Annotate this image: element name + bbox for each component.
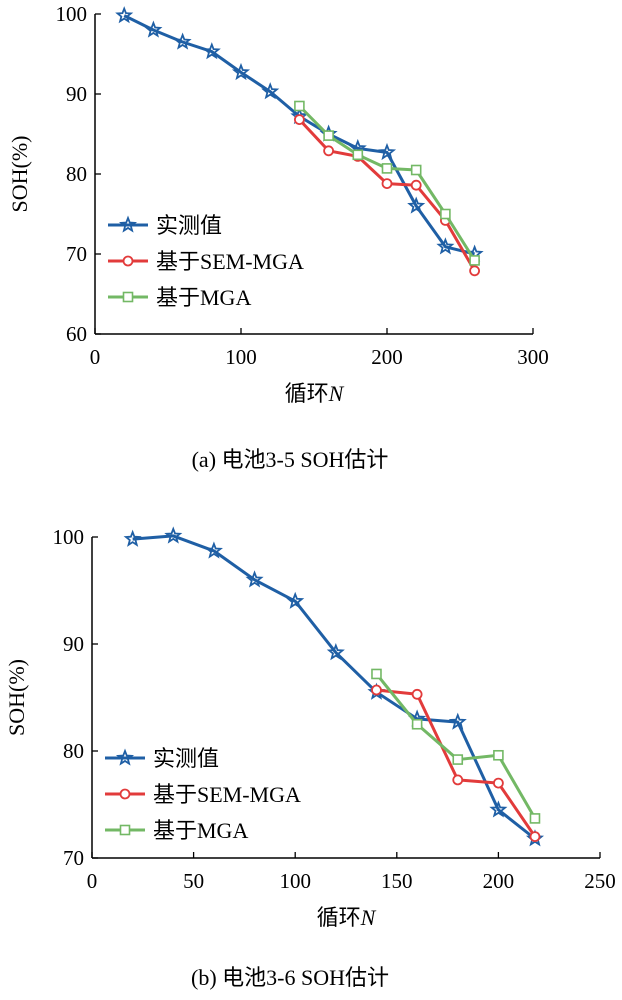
panel-b-y-tick-label: 80: [63, 739, 84, 763]
panel-b-data-point: [371, 668, 382, 680]
panel-b-series-line: [132, 534, 536, 840]
panel-a-data-point: [115, 6, 134, 24]
panel-a-y-tick-label: 80: [66, 162, 87, 186]
panel-b-x-tick-label: 250: [584, 869, 616, 893]
panel-a-data-point: [323, 145, 335, 157]
panel-b-data-point: [529, 813, 541, 824]
panel-a-y-tick-label: 90: [66, 82, 87, 106]
panel-a-data-point: [407, 196, 426, 214]
panel-a-y-tick-label: 60: [66, 322, 87, 346]
panel-a-data-point: [469, 265, 481, 277]
panel-b-legend-label: 实测值: [153, 746, 219, 771]
panel-a-x-tick-label: 0: [90, 345, 101, 369]
panel-a-legend-label: 基于SEM-MGA: [156, 249, 304, 274]
panel-b-y-axis-label: SOH(%): [4, 659, 29, 736]
panel-a-x-tick-label: 300: [517, 345, 549, 369]
panel-a-data-point: [231, 62, 251, 81]
panel-a-data-point: [410, 164, 422, 176]
panel-b-series-1: [371, 684, 541, 842]
panel-a-x-tick-label: 100: [225, 345, 257, 369]
panel-b-x-tick-label: 200: [483, 869, 515, 893]
panel-a-x-axis-label: 循环N: [285, 381, 345, 406]
panel-b-legend-label: 基于SEM-MGA: [153, 782, 301, 807]
panel-a-data-point: [261, 82, 280, 100]
panel-b-x-tick-label: 50: [183, 869, 204, 893]
panel-a-data-point: [410, 179, 422, 191]
panel-a-data-point: [436, 237, 455, 255]
panel-b-data-point: [448, 712, 467, 730]
panel-b-data-point: [245, 570, 264, 588]
panel-a-legend-marker: [122, 291, 134, 303]
panel-b-y-tick-label: 70: [63, 846, 84, 870]
panel-b-legend-marker: [119, 788, 131, 800]
panel-b-data-point: [286, 591, 305, 609]
panel-b-data-point: [452, 774, 464, 786]
panel-a-data-point: [173, 32, 192, 50]
panel-b-data-point: [492, 777, 504, 789]
panel-b-data-point: [489, 800, 508, 818]
panel-a-data-point: [381, 178, 393, 190]
panel-a-data-point: [381, 163, 393, 174]
panel-b-data-point: [411, 688, 423, 700]
panel-a-x-tick-label: 200: [371, 345, 403, 369]
panel-a-data-point: [352, 149, 364, 161]
panel-b-data-point: [164, 526, 183, 544]
panel-b-series-2: [371, 668, 541, 824]
panel-b-legend-marker: [119, 824, 131, 836]
panel-b-data-point: [371, 684, 382, 696]
panel-b-y-tick-label: 100: [53, 525, 85, 549]
panel-b-y-tick-label: 90: [63, 632, 84, 656]
panel-b-data-point: [326, 643, 345, 661]
panel-a-series-1: [293, 114, 481, 277]
panel-a-legend-label: 实测值: [156, 213, 222, 238]
panel-b-caption: (b) 电池3-6 SOH估计: [191, 965, 389, 990]
panel-a-data-point: [323, 130, 334, 141]
panel-a-series-2: [294, 100, 480, 266]
panel-a-data-point: [469, 255, 480, 266]
panel-a-y-axis-label: SOH(%): [7, 136, 32, 213]
panel-a-legend-label: 基于MGA: [156, 285, 251, 310]
panel-a-y-tick-label: 70: [66, 242, 87, 266]
panel-b-data-point: [493, 749, 504, 761]
panel-a-y-tick-label: 100: [56, 2, 88, 26]
panel-a-data-point: [377, 142, 397, 161]
panel-a-data-point: [202, 42, 221, 60]
panel-b-chart: 70 80 90 100 0 50 100 150 200 250 SOH(%) 循环N 实测值基于SE…: [4, 525, 616, 990]
panel-b-legend-marker: [115, 748, 135, 766]
panel-a-data-point: [440, 208, 451, 220]
panel-b-x-tick-label: 0: [87, 869, 98, 893]
panel-b-data-point: [452, 754, 464, 765]
panel-a-chart: 60 70 80 90 100 0 100 200 300 SOH(%) 循环N 实测值基于SEM-M…: [7, 2, 549, 472]
panel-b-data-point: [123, 529, 142, 547]
panel-a-legend-marker: [122, 255, 134, 267]
panel-a-caption: (a) 电池3-5 SOH估计: [192, 447, 389, 472]
panel-b-legend-label: 基于MGA: [153, 818, 248, 843]
panel-b-x-tick-label: 150: [381, 869, 413, 893]
panel-b-data-point: [411, 718, 423, 730]
panel-b-series-line: [375, 673, 537, 820]
panel-a-legend-marker: [118, 215, 138, 233]
panel-b-x-axis-label: 循环N: [317, 905, 377, 930]
panel-a-data-point: [144, 20, 163, 38]
panel-a-data-point: [294, 100, 305, 112]
panel-b-data-point: [204, 541, 223, 559]
panel-b-data-point: [529, 831, 541, 842]
panel-a-data-point: [293, 114, 305, 125]
panel-b-x-tick-label: 100: [279, 869, 311, 893]
